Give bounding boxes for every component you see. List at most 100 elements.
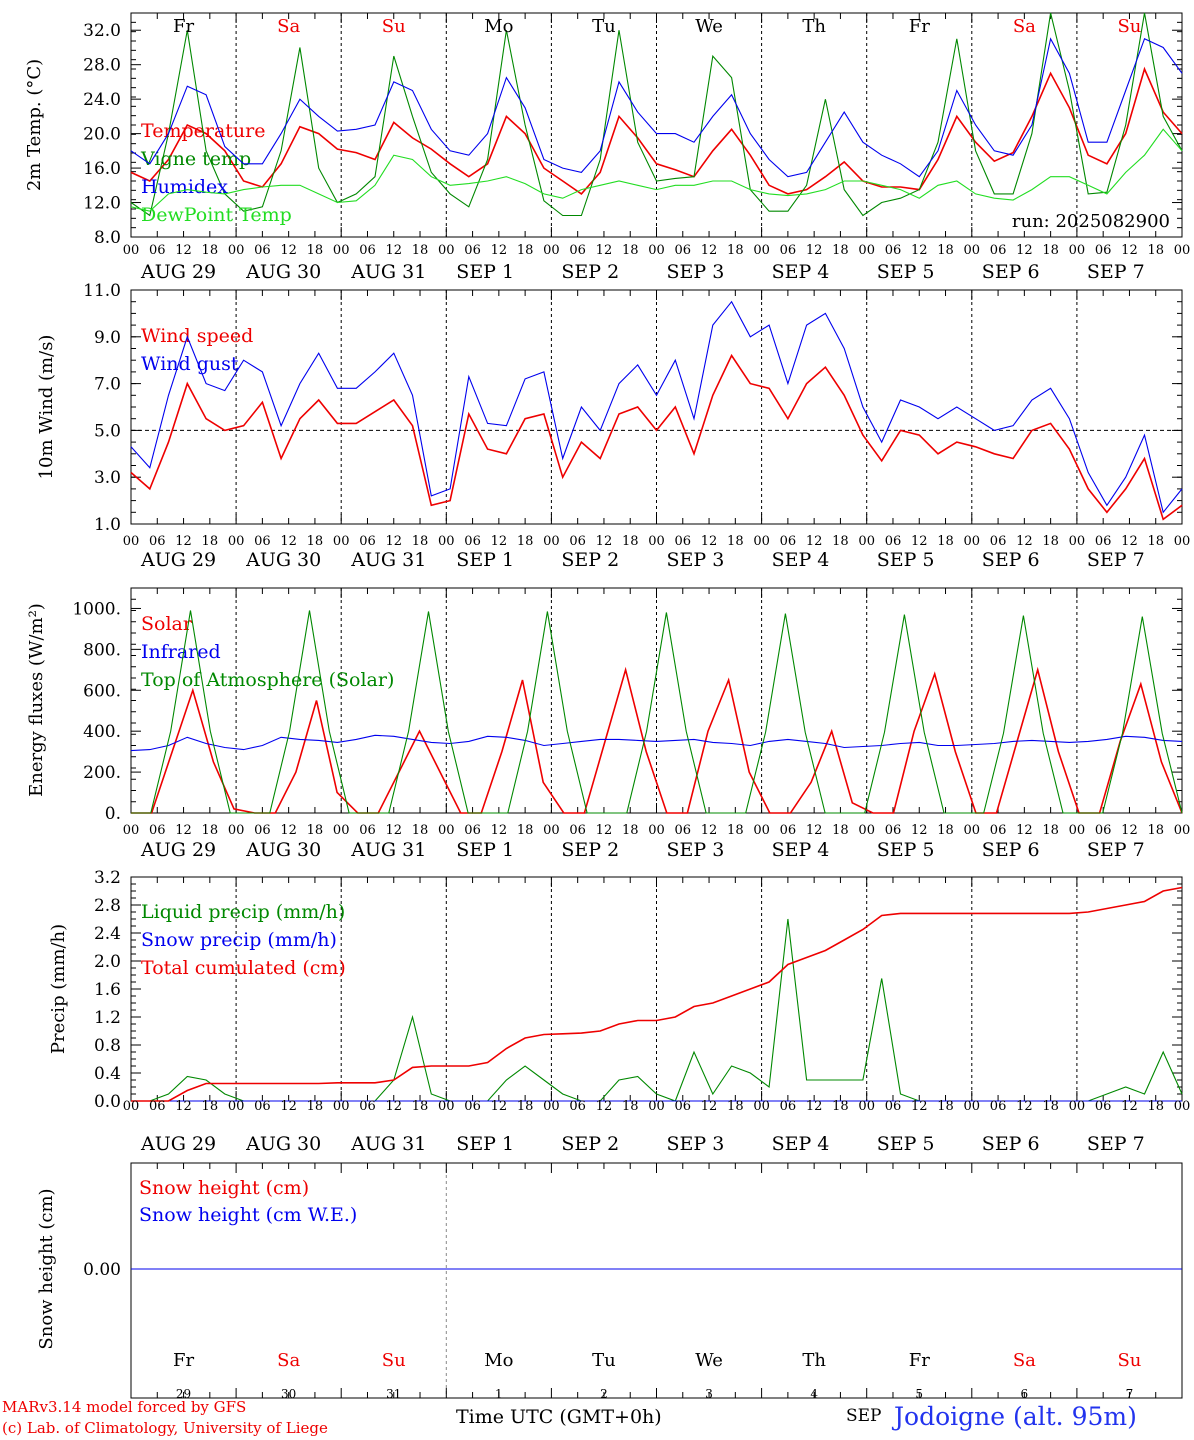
hour-label: 06: [569, 1099, 586, 1114]
hour-label: 00: [858, 534, 875, 549]
y-tick-label: 32.0: [83, 21, 121, 41]
hour-label: 00: [228, 823, 245, 838]
weekday-label: Fr: [909, 16, 930, 37]
hour-label: 06: [359, 823, 376, 838]
hour-label: 18: [937, 243, 954, 258]
hour-label: 12: [911, 243, 928, 258]
run-label: run: 2025082900: [1012, 211, 1170, 232]
hour-label: 12: [911, 823, 928, 838]
date-label: AUG 31: [350, 839, 426, 861]
series-line-blue: [130, 37, 1183, 178]
hour-label: 00: [333, 534, 350, 549]
hour-label: 18: [1147, 823, 1164, 838]
date-label: SEP 5: [877, 1133, 935, 1155]
hour-label: 00: [123, 243, 140, 258]
hour-label: 12: [385, 534, 402, 549]
series-line-green: [131, 610, 1183, 814]
date-label: AUG 30: [245, 1133, 321, 1155]
hour-label: 18: [1042, 243, 1059, 258]
hour-label: 00: [228, 1099, 245, 1114]
date-label: AUG 31: [350, 549, 426, 571]
day-number: 2: [600, 1387, 608, 1401]
hour-label: 00: [438, 1099, 455, 1114]
hour-label: 00: [648, 1099, 665, 1114]
hour-label: 06: [464, 243, 481, 258]
date-label: AUG 31: [350, 261, 426, 283]
series-line-blue: [130, 734, 1183, 752]
y-tick-label: 1.2: [94, 1008, 121, 1028]
weekday-label: Sa: [1013, 16, 1036, 37]
hour-label: 06: [149, 823, 166, 838]
date-label: SEP 3: [667, 261, 725, 283]
hour-label: 12: [385, 823, 402, 838]
hour-label: 12: [385, 1099, 402, 1114]
legend-entry: Snow precip (mm/h): [141, 929, 337, 951]
hour-label: 00: [333, 1099, 350, 1114]
hour-label: 12: [491, 1099, 508, 1114]
hour-label: 06: [359, 243, 376, 258]
hour-label: 12: [1016, 534, 1033, 549]
hour-label: 12: [175, 1099, 192, 1114]
date-label: AUG 29: [140, 261, 216, 283]
hour-label: 00: [543, 534, 560, 549]
hour-label: 18: [1147, 534, 1164, 549]
date-label: SEP 6: [982, 1133, 1040, 1155]
day-number: 5: [915, 1387, 923, 1401]
hour-label: 12: [1121, 823, 1138, 838]
day-number: 29: [176, 1387, 191, 1401]
y-tick-label: 2.8: [94, 896, 121, 916]
date-label: SEP 2: [561, 261, 619, 283]
panel-4: 0.0 0.4 0.8 1.2 1.6 2.0 2.4 2.8 3.2 Precip (mm/h)…: [48, 868, 1190, 1155]
hour-label: 06: [990, 1099, 1007, 1114]
date-label: SEP 7: [1087, 839, 1145, 861]
legend-entry: Top of Atmosphere (Solar): [141, 669, 394, 691]
hour-label: 06: [254, 243, 271, 258]
hour-label: 12: [280, 823, 297, 838]
y-tick-label: 1.6: [94, 980, 121, 1000]
y-tick-label: 0.: [105, 804, 121, 824]
series-line-blue: [130, 300, 1183, 514]
hour-label: 06: [990, 823, 1007, 838]
hour-label: 12: [596, 243, 613, 258]
hour-label: 06: [149, 1099, 166, 1114]
hour-label: 12: [385, 243, 402, 258]
y-tick-label: 2.0: [94, 952, 121, 972]
hour-label: 06: [149, 243, 166, 258]
date-label: SEP 6: [982, 839, 1040, 861]
legend-entry: Solar: [141, 613, 193, 635]
weekday-label: Tu: [592, 16, 616, 37]
hour-label: 06: [254, 823, 271, 838]
hour-label: 12: [911, 1099, 928, 1114]
hour-label: 00: [1069, 823, 1086, 838]
hour-label: 00: [1069, 243, 1086, 258]
hour-label: 12: [701, 534, 718, 549]
date-label: SEP 7: [1087, 1133, 1145, 1155]
legend-entry: Liquid precip (mm/h): [141, 901, 345, 923]
hour-label: 06: [885, 823, 902, 838]
day-number: 31: [386, 1387, 401, 1401]
hour-label: 06: [1095, 1099, 1112, 1114]
date-label: SEP 3: [667, 1133, 725, 1155]
hour-label: 18: [412, 243, 429, 258]
date-label: SEP 2: [561, 839, 619, 861]
hour-label: 18: [832, 1099, 849, 1114]
y-tick-label: 24.0: [83, 90, 121, 110]
series-line-red: [130, 353, 1183, 521]
hour-label: 06: [1095, 534, 1112, 549]
hour-label: 18: [1042, 534, 1059, 549]
y-tick-label: 0.4: [94, 1064, 121, 1084]
panel-5: 0.00 Snow height (cm) Snow height (cm) Snow…: [36, 1162, 1183, 1401]
y-tick-label: 3.2: [94, 868, 121, 888]
hour-label: 18: [412, 823, 429, 838]
hour-label: 18: [832, 823, 849, 838]
date-label: SEP 7: [1087, 261, 1145, 283]
weekday-label: Su: [1117, 1350, 1141, 1371]
date-label: SEP 7: [1087, 549, 1145, 571]
hour-label: 12: [806, 1099, 823, 1114]
hour-label: 18: [517, 823, 534, 838]
hour-label: 12: [175, 534, 192, 549]
legend-entry: Vigne temp: [140, 148, 251, 170]
hour-label: 00: [1069, 1099, 1086, 1114]
hour-label: 00: [438, 243, 455, 258]
